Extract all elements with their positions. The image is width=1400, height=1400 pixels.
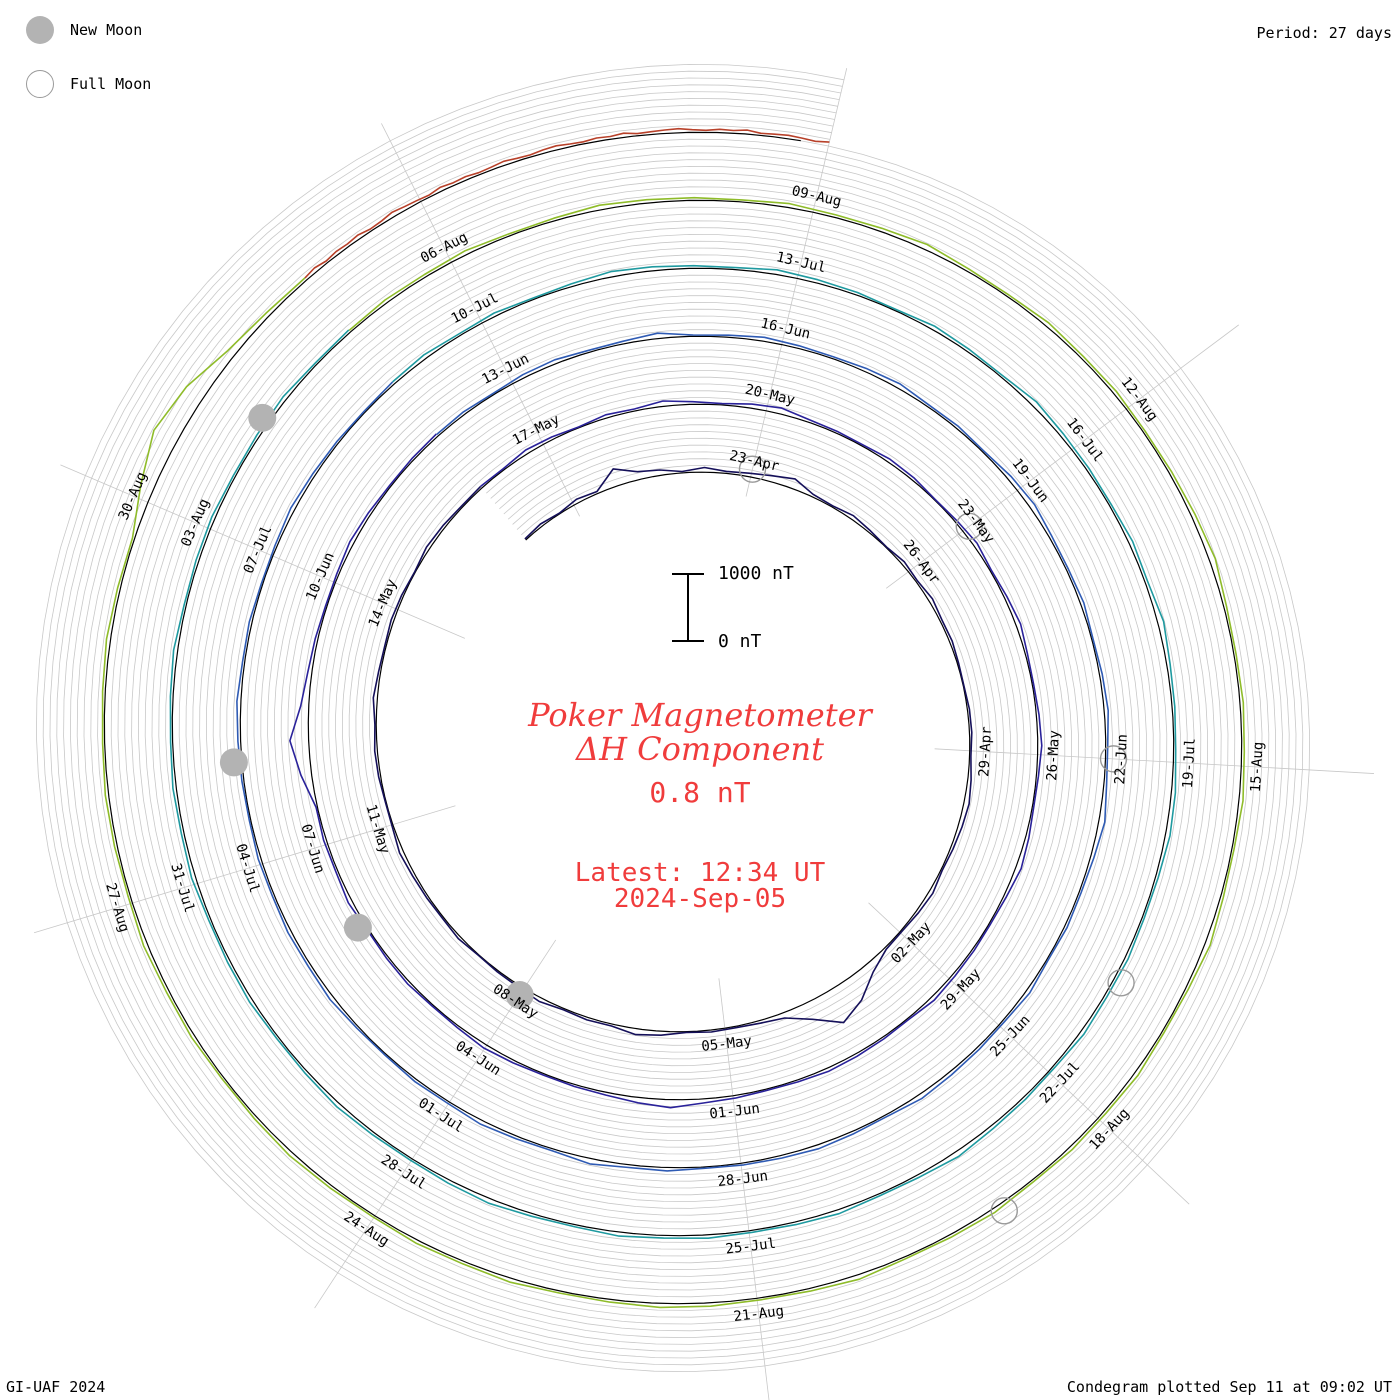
date-label: 22-Jun bbox=[1112, 734, 1131, 785]
grid-spiral-1 bbox=[97, 125, 1249, 1311]
grid-spiral-3 bbox=[83, 111, 1263, 1325]
latest-date: 2024-Sep-05 bbox=[613, 884, 787, 914]
new-moon-marker-2 bbox=[219, 748, 248, 777]
full-moon-marker-1 bbox=[955, 512, 983, 540]
chart-title-line2: ΔH Component bbox=[575, 730, 825, 768]
legend-full-moon-label: Full Moon bbox=[70, 75, 152, 93]
series-ring-1 bbox=[372, 466, 973, 1036]
full-moon-icon bbox=[26, 70, 54, 98]
date-label: 05-May bbox=[701, 1033, 753, 1055]
spoke-1 bbox=[886, 324, 1239, 589]
grid-spiral-9 bbox=[42, 70, 1304, 1366]
period-label: Period: 27 days bbox=[1256, 24, 1392, 42]
date-label: 15-Aug bbox=[1248, 741, 1267, 792]
date-label: 13-Jun bbox=[479, 351, 531, 388]
series-ring-6 bbox=[304, 127, 830, 279]
date-label: 28-Jun bbox=[717, 1168, 769, 1190]
spoke-layer bbox=[33, 68, 1375, 1400]
date-label: 27-Aug bbox=[102, 881, 132, 934]
spoke-0 bbox=[745, 68, 848, 497]
legend-full-moon: Full Moon bbox=[26, 70, 151, 98]
date-label: 31-Jul bbox=[167, 862, 197, 915]
scale-bottom-label: 0 nT bbox=[718, 631, 762, 652]
new-moon-marker-0 bbox=[505, 981, 534, 1010]
new-moon-marker-1 bbox=[343, 913, 372, 942]
scale-top-label: 1000 nT bbox=[718, 563, 794, 584]
date-label: 26-May bbox=[1044, 730, 1063, 781]
spoke-6 bbox=[33, 805, 456, 934]
series-ring-3 bbox=[236, 332, 1109, 1172]
series-ring-5 bbox=[101, 196, 1246, 1309]
series-layer bbox=[101, 127, 1246, 1309]
date-label: 19-Jul bbox=[1180, 738, 1199, 789]
new-moon-icon bbox=[26, 16, 54, 44]
grid-spiral-4 bbox=[76, 104, 1270, 1332]
spoke-4 bbox=[718, 978, 770, 1400]
legend-new-moon-label: New Moon bbox=[70, 21, 143, 39]
new-moon-marker-3 bbox=[248, 403, 277, 432]
grid-layer bbox=[35, 63, 1311, 1373]
chart-title-line1: Poker Magnetometer bbox=[528, 696, 872, 734]
grid-spiral-7 bbox=[56, 84, 1290, 1352]
current-value: 0.8 nT bbox=[649, 776, 751, 809]
footer-credit: GI-UAF 2024 bbox=[6, 1378, 106, 1396]
date-label: 29-Apr bbox=[976, 726, 995, 777]
legend-new-moon: New Moon bbox=[26, 16, 142, 44]
full-moon-marker-0 bbox=[738, 455, 767, 483]
footer-plotted: Condegram plotted Sep 11 at 09:02 UT bbox=[1066, 1378, 1392, 1396]
date-label: 01-Jun bbox=[709, 1101, 761, 1123]
grid-spiral-8 bbox=[49, 77, 1297, 1359]
date-label: 25-Jul bbox=[725, 1236, 777, 1258]
series-ring-4 bbox=[169, 264, 1177, 1239]
full-moon-marker-4 bbox=[990, 1197, 1018, 1225]
moon-layer bbox=[219, 403, 1135, 1225]
grid-spiral-6 bbox=[63, 91, 1283, 1345]
baseline-layer bbox=[103, 131, 1243, 1305]
spoke-3 bbox=[868, 902, 1190, 1205]
spoke-2 bbox=[934, 748, 1375, 774]
grid-spiral-2 bbox=[90, 118, 1256, 1318]
scale-bar bbox=[672, 573, 704, 642]
full-moon-marker-2 bbox=[1099, 745, 1128, 773]
baseline-spiral bbox=[103, 131, 1243, 1305]
grid-spiral-5 bbox=[69, 97, 1277, 1339]
date-label: 21-Aug bbox=[733, 1303, 785, 1325]
spoke-8 bbox=[381, 123, 580, 517]
full-moon-marker-3 bbox=[1107, 969, 1135, 997]
latest-time: Latest: 12:34 UT bbox=[574, 858, 826, 888]
series-ring-2 bbox=[289, 400, 1043, 1109]
date-label: 06-Aug bbox=[418, 229, 470, 266]
